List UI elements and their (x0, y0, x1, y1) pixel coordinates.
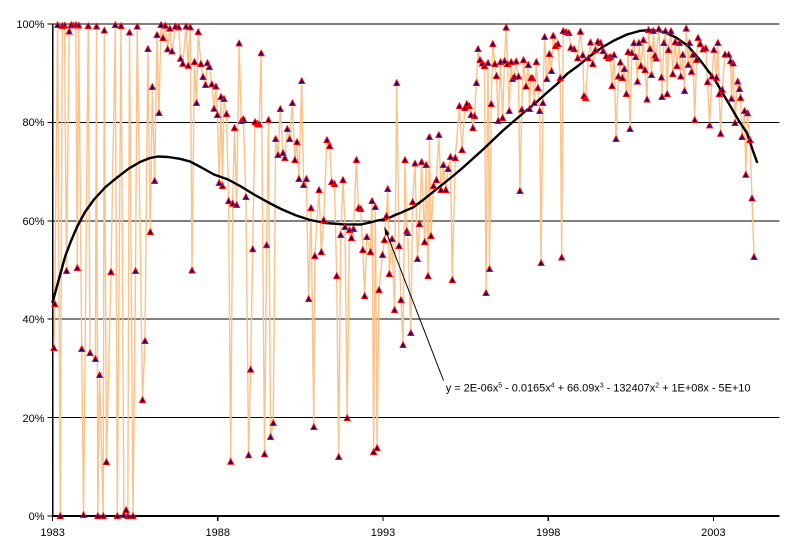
svg-text:20%: 20% (22, 413, 44, 425)
svg-text:60%: 60% (22, 216, 44, 228)
svg-text:40%: 40% (22, 314, 44, 326)
svg-text:80%: 80% (22, 117, 44, 129)
svg-text:1988: 1988 (206, 527, 230, 539)
svg-text:y = 2E-06x5 - 0.0165x4 + 66.09: y = 2E-06x5 - 0.0165x4 + 66.09x3 - 13240… (446, 383, 751, 395)
svg-text:2003: 2003 (701, 527, 725, 539)
svg-text:1993: 1993 (371, 527, 395, 539)
svg-text:100%: 100% (16, 19, 44, 31)
svg-text:1998: 1998 (536, 527, 560, 539)
svg-text:1983: 1983 (40, 527, 64, 539)
svg-text:0%: 0% (29, 511, 45, 523)
